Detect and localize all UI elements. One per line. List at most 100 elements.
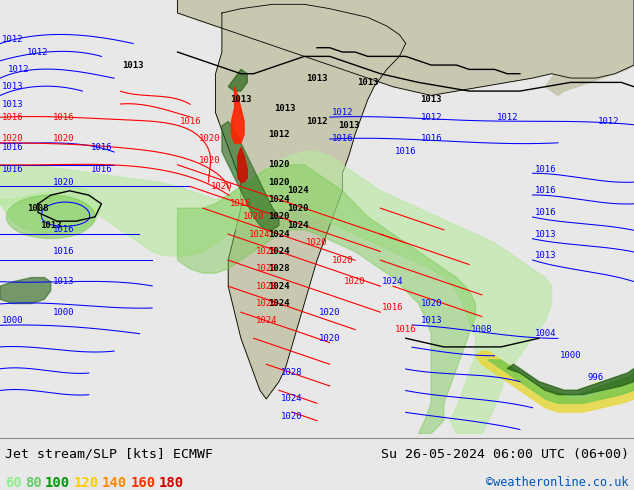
Text: 1013: 1013 [357,78,378,87]
Polygon shape [0,152,552,434]
Text: 1020: 1020 [198,134,220,143]
Polygon shape [571,4,615,22]
Text: 1016: 1016 [534,165,556,173]
Text: 1024: 1024 [268,299,290,308]
Text: 1016: 1016 [395,325,417,334]
Text: 1012: 1012 [2,34,23,44]
Text: 1020: 1020 [268,160,290,169]
Polygon shape [222,122,279,230]
Text: 1024: 1024 [287,221,309,230]
Text: 160: 160 [131,476,155,490]
Text: 1020: 1020 [243,212,264,221]
Text: 1020: 1020 [256,247,277,256]
Text: 60: 60 [5,476,22,490]
Text: 1024: 1024 [256,317,277,325]
Text: 1020: 1020 [2,134,23,143]
Text: 1020: 1020 [53,178,74,187]
Text: 1024: 1024 [268,195,290,204]
Text: 1020: 1020 [268,212,290,221]
Text: 1016: 1016 [2,113,23,122]
Text: 1020: 1020 [268,178,290,187]
Text: 1013: 1013 [534,251,556,260]
Text: 1012: 1012 [306,117,328,126]
Text: Su 26-05-2024 06:00 UTC (06+00): Su 26-05-2024 06:00 UTC (06+00) [381,448,629,461]
Polygon shape [238,147,247,182]
Text: 1013: 1013 [420,317,442,325]
Text: 1020: 1020 [344,277,366,286]
Text: 1012: 1012 [268,130,290,139]
Polygon shape [0,187,101,234]
Text: 1020: 1020 [420,299,442,308]
Text: 1024: 1024 [382,277,404,286]
Text: 1012: 1012 [8,65,30,74]
Polygon shape [216,4,406,399]
Text: Jet stream/SLP [kts] ECMWF: Jet stream/SLP [kts] ECMWF [5,448,213,461]
Text: 996: 996 [588,373,604,382]
Text: 100: 100 [45,476,70,490]
Polygon shape [476,351,634,412]
Text: 1020: 1020 [256,265,277,273]
Text: 1020: 1020 [319,308,340,317]
Text: 1016: 1016 [382,303,404,313]
Text: 1028: 1028 [281,368,302,377]
Text: 1028: 1028 [256,282,277,291]
Text: 1016: 1016 [2,165,23,173]
Text: 1016: 1016 [420,134,442,143]
Text: 1000: 1000 [2,317,23,325]
Text: 1016: 1016 [53,113,74,122]
Text: ©weatheronline.co.uk: ©weatheronline.co.uk [486,476,629,489]
Text: 1020: 1020 [211,182,233,191]
Text: 1013: 1013 [40,221,61,230]
Text: 80: 80 [25,476,42,490]
Text: 1016: 1016 [332,134,353,143]
Text: 1020: 1020 [319,334,340,343]
Text: 1024: 1024 [268,247,290,256]
Text: 1024: 1024 [281,394,302,403]
Text: 1012: 1012 [27,48,49,56]
Polygon shape [488,360,634,403]
Text: 1020: 1020 [306,238,328,247]
Text: 1013: 1013 [306,74,328,82]
Text: 1020: 1020 [332,256,353,265]
Polygon shape [6,195,95,239]
Text: 1012: 1012 [496,113,518,122]
Text: 1020: 1020 [53,134,74,143]
Polygon shape [507,364,634,394]
Text: 1012: 1012 [598,117,619,126]
Text: 1008: 1008 [27,204,49,213]
Polygon shape [231,87,244,143]
Text: 1024: 1024 [287,186,309,196]
Text: 1016: 1016 [53,225,74,234]
Text: 1013: 1013 [2,99,23,109]
Text: 1020: 1020 [281,412,302,421]
Text: 1020: 1020 [198,156,220,165]
Polygon shape [178,165,476,434]
Polygon shape [545,0,634,96]
Text: 1013: 1013 [275,104,296,113]
Text: 1004: 1004 [534,329,556,339]
Text: 180: 180 [159,476,184,490]
Text: 1016: 1016 [91,165,112,173]
Text: 1016: 1016 [91,143,112,152]
Text: 1016: 1016 [2,143,23,152]
Polygon shape [0,277,51,304]
Text: 1013: 1013 [122,61,144,70]
Text: 1024: 1024 [268,282,290,291]
Text: 1000: 1000 [53,308,74,317]
Text: 1024: 1024 [256,299,277,308]
Text: 1013: 1013 [534,230,556,239]
Polygon shape [178,0,634,96]
Text: 1016: 1016 [230,199,252,208]
Text: 1013: 1013 [2,82,23,91]
Text: 1012: 1012 [420,113,442,122]
Text: 1013: 1013 [230,95,252,104]
Polygon shape [228,70,247,91]
Text: 1008: 1008 [471,325,493,334]
Text: 1020: 1020 [287,204,309,213]
Text: 1016: 1016 [395,147,417,156]
Text: 1000: 1000 [560,351,581,360]
Text: 1016: 1016 [534,186,556,196]
Text: 1016: 1016 [179,117,201,126]
Text: 1016: 1016 [53,247,74,256]
Text: 1012: 1012 [332,108,353,117]
